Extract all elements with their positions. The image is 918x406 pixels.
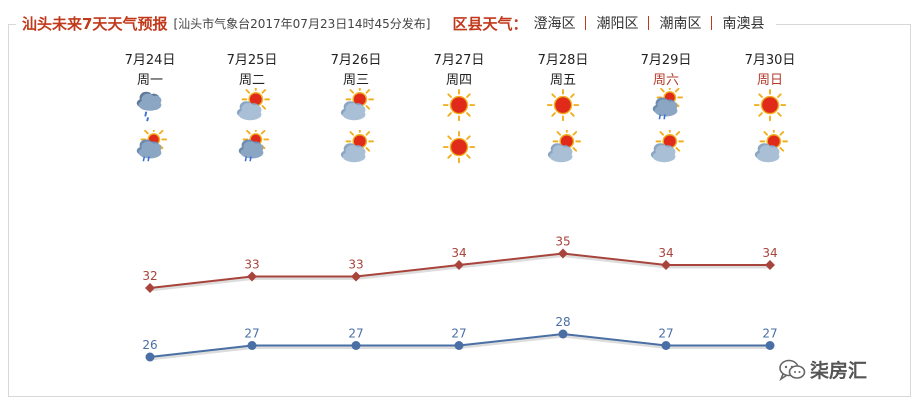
high-temp-point[interactable]	[247, 271, 257, 282]
high-temp-label: 32	[142, 269, 157, 283]
high-temp-label: 34	[451, 246, 466, 260]
day-column: 7月29日周六	[626, 52, 706, 89]
sun-cloud-icon	[650, 130, 684, 163]
sun-cloud-icon	[547, 130, 581, 163]
divider	[585, 16, 587, 30]
high-temp-label: 35	[555, 235, 570, 249]
sun-icon	[753, 88, 787, 122]
day-weekday: 周日	[756, 73, 783, 88]
forecast-header: 汕头未来7天天气预报 [汕头市气象台2017年07月23日14时45分发布] 区…	[16, 13, 777, 33]
forecast-title: 汕头未来7天天气预报	[22, 14, 168, 33]
sun-icon	[546, 88, 580, 122]
low-temp-point[interactable]	[661, 341, 671, 350]
sun-cloud-icon	[340, 130, 374, 163]
high-temp-label: 34	[658, 246, 673, 260]
day-column: 7月26日周三	[316, 52, 396, 89]
day-weekday: 周一	[136, 73, 163, 88]
day-column: 7月30日周日	[730, 52, 810, 89]
low-temp-label: 27	[244, 327, 259, 341]
cloud-rain-sun-icon	[238, 130, 270, 162]
day-weekday: 周六	[652, 73, 679, 88]
day-column: 7月28日周五	[523, 52, 603, 89]
cloud-rain-sun-icon	[652, 88, 684, 120]
day-weekday: 周三	[342, 73, 369, 88]
low-temp-label: 27	[348, 327, 363, 341]
low-temp-label: 26	[142, 338, 157, 352]
high-temp-point[interactable]	[145, 283, 155, 293]
day-column: 7月25日周二	[212, 52, 292, 89]
day-date: 7月24日	[124, 53, 176, 68]
cloud-rain-sun-icon	[136, 130, 168, 162]
watermark: 柒房汇	[778, 356, 867, 383]
low-temp-point[interactable]	[765, 341, 775, 350]
low-temp-point[interactable]	[247, 341, 257, 350]
day-column: 7月27日周四	[419, 52, 499, 89]
high-temp-point[interactable]	[558, 248, 568, 259]
county-link-nanao[interactable]: 南澳县	[722, 16, 765, 32]
county-weather-label: 区县天气：	[452, 14, 528, 33]
divider	[648, 16, 650, 30]
day-weekday: 周四	[445, 73, 472, 88]
county-link-chenghai[interactable]: 澄海区	[533, 16, 576, 32]
cloud-rain-icon	[136, 91, 162, 122]
sun-cloud-icon	[236, 88, 271, 121]
day-weekday: 周五	[549, 73, 576, 88]
day-weekday: 周二	[238, 73, 265, 88]
sun-cloud-icon	[754, 130, 788, 163]
sun-icon	[442, 130, 476, 164]
sun-icon	[442, 88, 476, 122]
low-temp-label: 27	[451, 327, 466, 341]
county-link-chaonan[interactable]: 潮南区	[659, 16, 702, 32]
low-temp-point[interactable]	[145, 352, 155, 362]
low-temp-point[interactable]	[351, 341, 361, 350]
low-temp-label: 27	[762, 327, 777, 341]
wechat-icon	[779, 359, 806, 381]
day-date: 7月29日	[640, 53, 692, 68]
high-temp-point[interactable]	[454, 260, 464, 270]
day-column: 7月24日周一	[110, 52, 190, 89]
day-date: 7月26日	[330, 53, 382, 68]
county-link-chaoyang[interactable]: 潮阳区	[596, 16, 639, 32]
low-temp-label: 28	[555, 315, 570, 329]
divider	[711, 16, 713, 30]
watermark-text: 柒房汇	[810, 360, 868, 382]
day-date: 7月27日	[433, 53, 485, 68]
sun-cloud-icon	[340, 88, 374, 121]
high-temp-point[interactable]	[351, 271, 361, 282]
high-temp-label: 34	[762, 246, 777, 260]
high-temp-label: 33	[244, 258, 259, 272]
series-shadow	[149, 253, 770, 292]
high-temp-point[interactable]	[765, 260, 775, 270]
day-date: 7月30日	[744, 53, 796, 68]
low-temp-point[interactable]	[454, 341, 464, 350]
low-temp-label: 27	[658, 327, 673, 341]
day-date: 7月25日	[226, 53, 278, 68]
day-date: 7月28日	[537, 53, 589, 68]
high-temp-label: 33	[348, 258, 363, 272]
high-temp-point[interactable]	[661, 260, 671, 270]
low-temp-point[interactable]	[558, 329, 568, 339]
publish-info: [汕头市气象台2017年07月23日14时45分发布]	[173, 16, 431, 31]
